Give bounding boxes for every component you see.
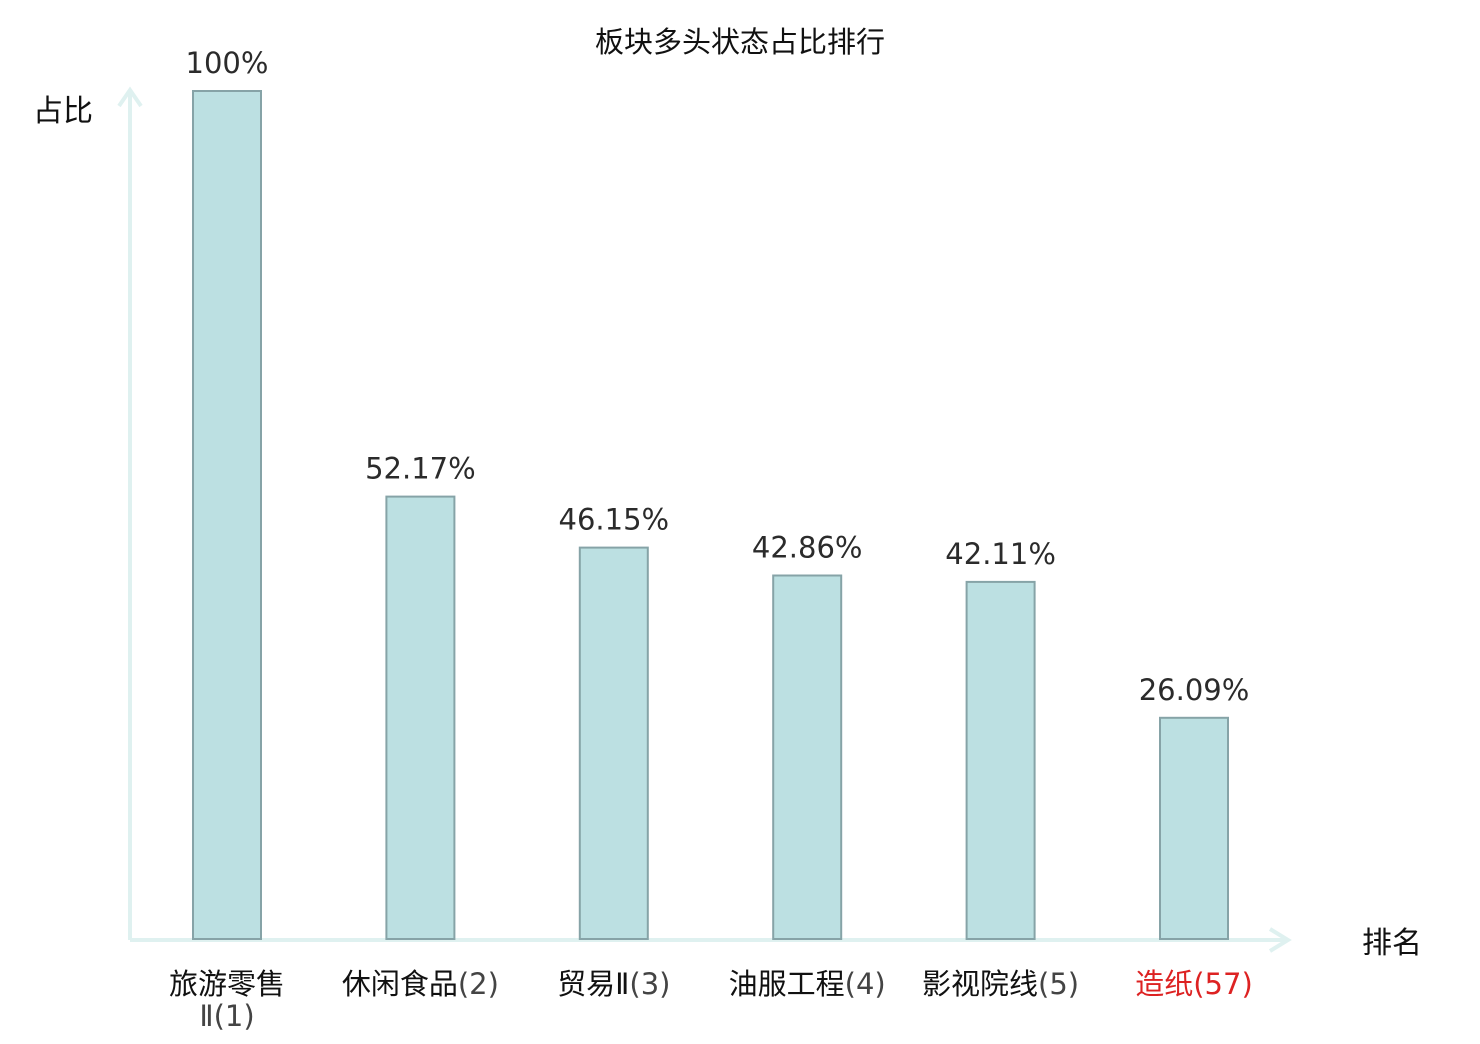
x-tick-label-rank: (5) (1038, 967, 1079, 1001)
x-tick-label: 贸易Ⅱ(3) (557, 967, 670, 1001)
x-tick-label-name: 油服工程 (729, 967, 845, 1001)
x-tick-label: 旅游零售 Ⅱ(1) (169, 967, 285, 1033)
x-tick-label-rank: (4) (845, 967, 886, 1001)
y-axis-label: 占比 (33, 94, 93, 129)
bar-value-label: 26.09% (1139, 673, 1250, 707)
bar (965, 580, 1036, 941)
x-axis-arrow (1268, 927, 1292, 953)
x-tick-label-rank: (2) (458, 967, 499, 1001)
chart-title: 板块多头状态占比排行 (595, 25, 885, 59)
bar-value-label: 42.11% (945, 537, 1056, 571)
bar-value-label: 100% (186, 46, 269, 80)
x-tick-label-name: 贸易Ⅱ (557, 967, 629, 1001)
axes (117, 86, 1292, 953)
x-tick-label: 油服工程(4) (729, 967, 886, 1001)
x-tick-label-rank: (3) (629, 967, 670, 1001)
x-tick-label-rank: (57) (1193, 967, 1253, 1001)
bar-value-label: 46.15% (559, 503, 670, 537)
bar (1159, 716, 1229, 940)
y-axis-arrow (117, 86, 143, 108)
x-tick-label-name: 影视院线 (922, 967, 1038, 1001)
x-tick-label: 休闲食品(2) (342, 967, 499, 1001)
category-labels-group: 旅游零售 Ⅱ(1) 休闲食品(2) 贸易Ⅱ(3) 油服工程(4) 影视院线(5) 造纸(57… (169, 967, 1253, 1033)
bars-group (192, 90, 1229, 941)
x-tick-label-name: 旅游零售 (169, 967, 285, 1001)
x-axis-label: 排名 (1362, 926, 1422, 961)
bar-value-label: 42.86% (752, 531, 863, 565)
x-tick-label-name: 造纸 (1135, 967, 1193, 1001)
x-tick-label-tail: Ⅱ(1) (199, 999, 254, 1033)
bar (772, 574, 843, 940)
x-tick-label-name: 休闲食品 (342, 967, 458, 1001)
bar (578, 546, 649, 940)
bar-value-label: 52.17% (365, 452, 476, 486)
bar (192, 90, 262, 940)
x-tick-label: 造纸(57) (1135, 967, 1253, 1001)
x-tick-label: 影视院线(5) (922, 967, 1079, 1001)
bar (385, 495, 456, 940)
value-labels-group: 100% 52.17% 46.15% 42.86% 42.11% 26.09% (186, 46, 1250, 707)
